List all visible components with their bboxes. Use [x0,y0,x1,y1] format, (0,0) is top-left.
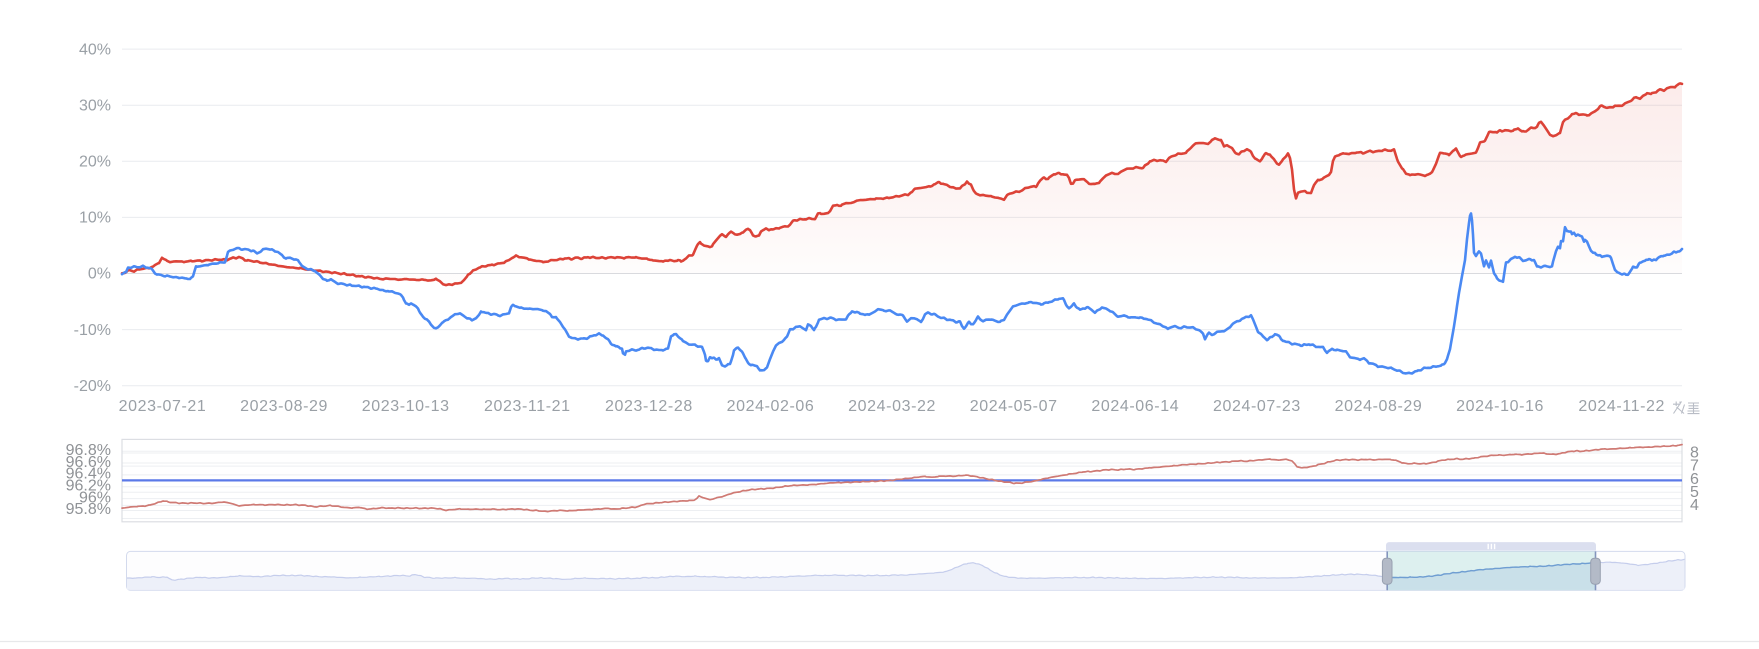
svg-text:96%: 96% [79,489,111,506]
svg-text:2023-08-29: 2023-08-29 [240,398,328,415]
svg-text:30%: 30% [79,97,111,114]
svg-text:40%: 40% [79,41,111,58]
svg-text:6: 6 [1690,471,1699,488]
svg-text:5: 5 [1690,484,1699,501]
svg-text:96.4%: 96.4% [66,466,111,483]
svg-text:96.6%: 96.6% [66,454,111,471]
svg-text:2024-02-06: 2024-02-06 [727,398,815,415]
svg-text:96.2%: 96.2% [66,478,111,495]
svg-text:4: 4 [1690,497,1699,514]
svg-text:10%: 10% [79,210,111,227]
svg-text:2023-10-13: 2023-10-13 [362,398,450,415]
svg-text:2023-11-21: 2023-11-21 [484,398,571,415]
svg-text:2024-10-16: 2024-10-16 [1456,398,1544,415]
svg-text:2024-08-29: 2024-08-29 [1335,398,1423,415]
svg-text:95.8%: 95.8% [66,501,111,518]
svg-text:2024-03-22: 2024-03-22 [848,398,936,415]
svg-text:2024-05-07: 2024-05-07 [970,398,1058,415]
svg-text:8: 8 [1690,445,1699,462]
svg-text:2024-06-14: 2024-06-14 [1091,398,1179,415]
svg-text:2024-07-23: 2024-07-23 [1213,398,1301,415]
svg-text:20%: 20% [79,154,111,171]
svg-text:96.8%: 96.8% [66,442,111,459]
svg-text:7: 7 [1690,458,1699,475]
svg-text:2023-07-21: 2023-07-21 [119,398,207,415]
svg-text:2024-11-22: 2024-11-22 [1578,398,1665,415]
svg-text:-10%: -10% [74,322,111,339]
svg-text:2023-12-28: 2023-12-28 [605,398,693,415]
svg-text:-20%: -20% [74,378,111,395]
svg-text:0%: 0% [88,266,111,283]
